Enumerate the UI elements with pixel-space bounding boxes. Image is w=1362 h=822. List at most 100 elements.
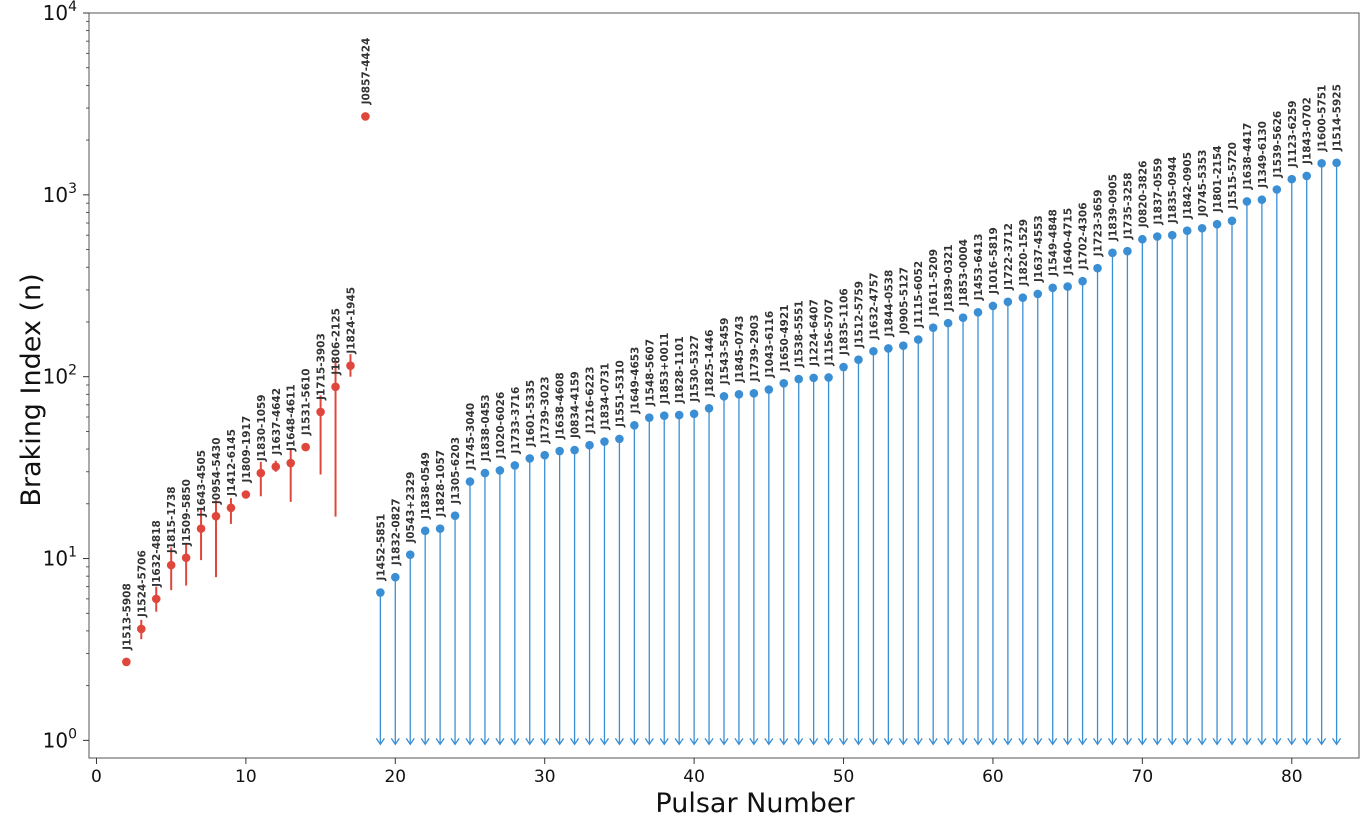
pulsar-label: J1806-2125 xyxy=(331,308,343,376)
x-tick-label: 60 xyxy=(982,767,1004,787)
pulsar-label: J1638-4417 xyxy=(1242,123,1254,191)
pulsar-label: J1809-1917 xyxy=(241,416,253,484)
upper-limit-point xyxy=(1287,174,1297,184)
upper-limit-point xyxy=(1182,226,1192,236)
upper-limit-arrow xyxy=(913,738,923,746)
upper-limit-arrow xyxy=(375,738,385,746)
x-tick-label: 50 xyxy=(833,767,855,787)
upper-limit-arrow xyxy=(1018,738,1028,746)
upper-limit-arrow xyxy=(734,738,744,746)
pulsar-label: J1643-4505 xyxy=(196,450,208,518)
upper-limit-point xyxy=(794,374,804,384)
upper-limit-arrow xyxy=(599,738,610,746)
pulsar-label: J1835-1106 xyxy=(839,288,851,356)
measured-point xyxy=(256,468,266,478)
pulsar-label: J1702-4306 xyxy=(1078,202,1090,270)
measured-point xyxy=(136,624,146,634)
upper-limit-arrow xyxy=(1182,738,1192,746)
upper-limit-arrow xyxy=(405,738,415,746)
upper-limit-point xyxy=(913,335,923,344)
upper-limit-point xyxy=(1317,159,1326,168)
measured-point xyxy=(301,442,310,452)
upper-limit-point xyxy=(898,341,908,351)
upper-limit-point xyxy=(420,526,430,536)
upper-limit-point xyxy=(1048,283,1058,293)
y-axis-title: Braking Index (n) xyxy=(16,273,47,506)
upper-limit-point xyxy=(435,524,445,533)
upper-limit-point xyxy=(1302,171,1312,181)
upper-limit-arrow xyxy=(1003,738,1013,746)
x-tick-label: 0 xyxy=(91,767,102,787)
pulsar-label: J1538-5551 xyxy=(794,300,806,368)
upper-limit-arrow xyxy=(883,738,893,746)
pulsar-label: J1815-1738 xyxy=(166,486,178,554)
upper-limit-arrow xyxy=(1107,738,1118,746)
pulsar-label: J1543-5459 xyxy=(719,318,731,386)
upper-limit-arrow xyxy=(1152,738,1162,746)
pulsar-label: J1548-5607 xyxy=(644,339,656,407)
upper-limit-point xyxy=(1257,195,1267,205)
measured-point xyxy=(331,382,340,392)
x-tick-label: 40 xyxy=(683,767,705,787)
measured-point xyxy=(166,560,176,570)
pulsar-labels: J1513-5908 J1524-5706 J1632-4818J1815-1738… xyxy=(121,38,1343,651)
upper-limit-point xyxy=(644,413,654,422)
upper-limit-point xyxy=(1138,234,1147,244)
upper-limit-arrow xyxy=(868,738,878,746)
x-tick-label: 10 xyxy=(235,767,257,787)
pulsar-label: J1830-1059 xyxy=(256,394,268,462)
pulsar-label: J1801-2154 xyxy=(1212,145,1224,213)
pulsar-label: J0745-5353 xyxy=(1197,150,1209,218)
upper-limit-point xyxy=(689,409,699,419)
upper-limit-point xyxy=(1212,219,1222,229)
x-tick-label: 80 xyxy=(1281,767,1303,787)
pulsar-label: J1638-4608 xyxy=(555,372,567,440)
upper-limit-arrow xyxy=(764,738,774,746)
pulsar-label: J1843-0702 xyxy=(1302,97,1314,165)
upper-limit-arrow xyxy=(779,738,789,746)
pulsar-label: J1745-3040 xyxy=(465,403,477,471)
upper-limit-point xyxy=(376,588,385,597)
upper-limit-point xyxy=(1018,293,1028,302)
upper-limit-arrow xyxy=(525,738,535,746)
upper-limit-arrow xyxy=(555,738,565,746)
pulsar-label: J1844-0538 xyxy=(883,270,895,338)
upper-limit-point xyxy=(1093,263,1102,273)
upper-limit-arrow xyxy=(495,738,505,746)
pulsar-label: J0905-5127 xyxy=(898,267,910,335)
pulsar-label: J1715-3903 xyxy=(316,333,328,401)
measured-point xyxy=(181,553,191,563)
upper-limit-arrow xyxy=(1302,738,1312,746)
upper-limit-point xyxy=(659,411,669,421)
pulsar-label: J1733-3716 xyxy=(510,387,522,455)
pulsar-label: J1853+0011 xyxy=(659,333,671,405)
upper-limit-arrow xyxy=(1242,738,1252,746)
upper-limit-point xyxy=(615,434,624,444)
axes: 0 10 20 30 40 50 60 70 80 100 101 102 103 104 xyxy=(43,0,1360,787)
upper-limit-point xyxy=(1123,246,1132,256)
upper-limit-point xyxy=(973,307,983,317)
upper-limit-point xyxy=(928,323,938,332)
upper-limit-arrow xyxy=(465,738,475,746)
upper-limit-point xyxy=(1242,197,1252,206)
measured-point xyxy=(211,511,221,521)
pulsar-label: J1637-4642 xyxy=(271,388,283,456)
upper-limit-arrow xyxy=(1332,738,1342,746)
pulsar-label: J1514-5925 xyxy=(1332,84,1344,152)
y-tick-label: 100 xyxy=(43,726,77,752)
upper-limit-point xyxy=(390,572,400,582)
upper-limit-arrow xyxy=(390,738,400,746)
pulsar-label: J1640-4715 xyxy=(1063,208,1075,276)
measured-point xyxy=(196,524,206,533)
pulsar-label: J1601-5335 xyxy=(525,380,537,448)
pulsar-label: J0954-5430 xyxy=(211,437,223,505)
upper-limit-arrow xyxy=(1137,738,1147,746)
upper-limit-arrow xyxy=(1033,738,1043,746)
upper-limit-series xyxy=(375,158,1342,746)
pulsar-label: J1412-6145 xyxy=(226,429,238,497)
measured-point xyxy=(346,361,355,370)
pulsar-label: J1739-3023 xyxy=(540,376,552,444)
upper-limit-point xyxy=(555,446,564,456)
upper-limit-point xyxy=(480,468,490,478)
x-tick-label: 30 xyxy=(534,767,556,787)
